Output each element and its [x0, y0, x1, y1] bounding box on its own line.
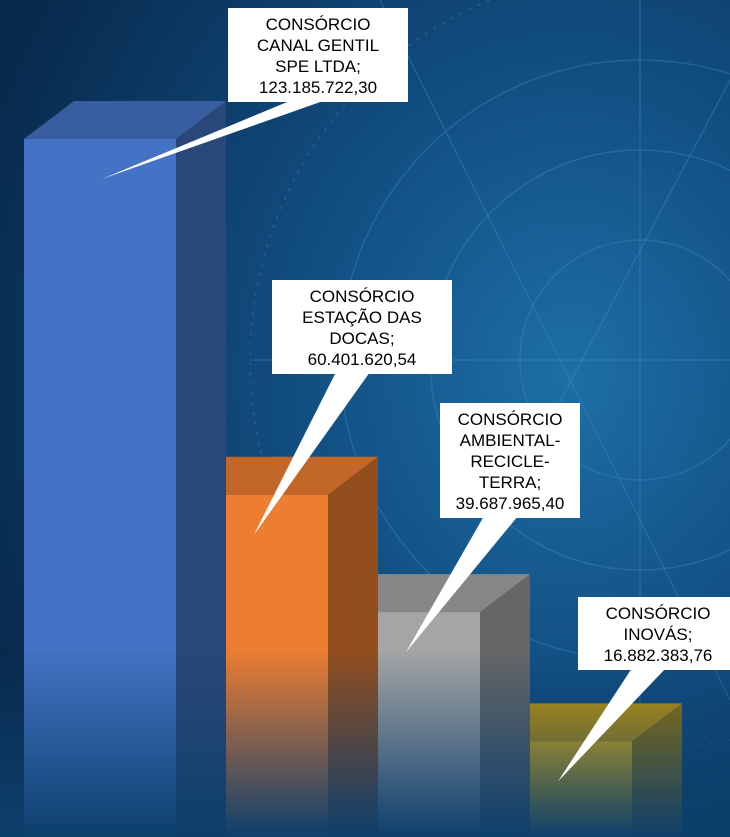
data-labels-layer: CONSÓRCIO CANAL GENTIL SPE LTDA; 123.185.72…: [102, 8, 730, 782]
data-label-line: CONSÓRCIO: [310, 287, 415, 306]
data-label-line: 16.882.383,76: [604, 646, 713, 665]
data-label-1: CONSÓRCIO CANAL GENTIL SPE LTDA; 123.185.72…: [102, 8, 408, 179]
data-label-line: CANAL GENTIL: [257, 36, 379, 55]
callout-pointer: [406, 516, 518, 653]
callout-pointer: [558, 668, 666, 782]
data-label-line: CONSÓRCIO: [458, 410, 563, 429]
data-label-line: CONSÓRCIO: [606, 604, 711, 623]
data-label-line: AMBIENTAL-: [460, 431, 561, 450]
data-label-line: DOCAS;: [329, 329, 394, 348]
data-label-line: ESTAÇÃO DAS: [302, 308, 422, 327]
callout-box: [440, 403, 580, 518]
callout-box: [578, 597, 730, 670]
data-label-line: TERRA;: [479, 473, 541, 492]
data-label-line: 123.185.722,30: [259, 78, 377, 97]
data-label-line: RECICLE-: [470, 452, 549, 471]
bottom-fade: [0, 650, 730, 837]
data-label-line: INOVÁS;: [624, 625, 693, 644]
bar-top-face: [176, 456, 378, 495]
bar-top-face: [328, 574, 530, 613]
callout-box: [228, 8, 408, 102]
callout-pointer: [102, 100, 326, 179]
data-label-4: CONSÓRCIO INOVÁS; 16.882.383,76: [558, 597, 730, 782]
data-label-line: 60.401.620,54: [308, 350, 417, 369]
data-label-2: CONSÓRCIO ESTAÇÃO DAS DOCAS; 60.401.620,54: [254, 280, 452, 535]
data-label-3: CONSÓRCIO AMBIENTAL- RECICLE- TERRA; 39.687.…: [406, 403, 580, 653]
bar-top-face: [24, 100, 226, 139]
callout-box: [272, 280, 452, 374]
data-label-line: SPE LTDA;: [275, 57, 361, 76]
callout-pointer: [254, 372, 370, 535]
data-label-line: CONSÓRCIO: [266, 15, 371, 34]
data-label-line: 39.687.965,40: [456, 494, 565, 513]
